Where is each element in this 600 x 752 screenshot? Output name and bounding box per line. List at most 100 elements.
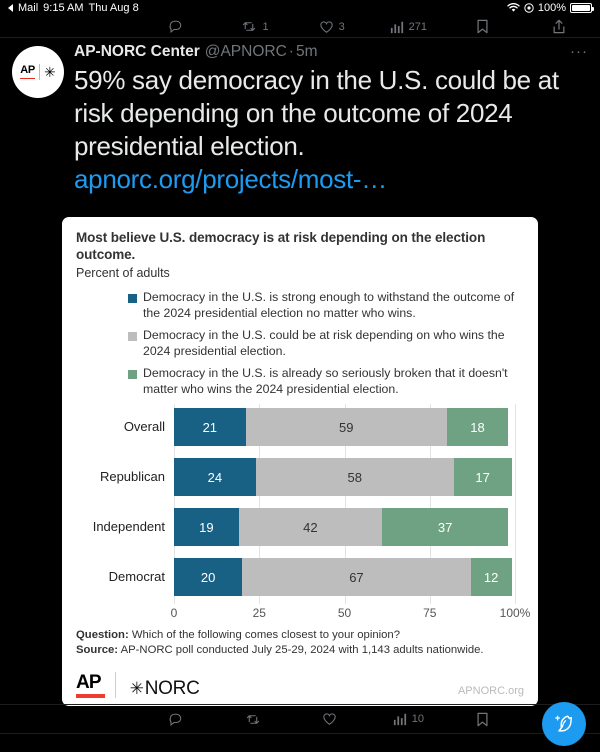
gridline [259,404,261,604]
reply-action-bottom[interactable] [140,712,217,727]
status-time: 9:15 AM [43,2,84,14]
apnorc-url-label: APNORC.org [457,685,524,697]
share-icon [553,19,565,34]
chart-bar-segment: 37 [382,508,509,546]
chart-bar-segment: 59 [245,408,447,446]
status-date: Thu Aug 8 [88,2,139,14]
back-app-label[interactable]: Mail [18,2,39,14]
top-engagement-bar: 1 3 271 [0,16,600,38]
compose-icon [555,715,573,732]
norc-star-icon: ✳ [43,64,56,80]
chart-gridlines [174,404,516,604]
chart-notes: Question: Which of the following comes c… [76,628,524,658]
x-axis-tick-label: 50 [337,606,352,620]
bottom-engagement-bar: 10 [0,704,600,734]
chart-category-label: Democrat [108,569,165,584]
retweet-action-bottom[interactable] [217,712,294,727]
reply-icon [169,713,182,726]
chart-bar-segment: 12 [470,558,512,596]
gridline [429,404,431,604]
tweet-handle[interactable]: @APNORC [204,43,287,60]
chart-bar-segment: 18 [446,408,509,446]
legend-item: Democracy in the U.S. could be at risk d… [128,328,524,359]
status-bar: Mail 9:15 AM Thu Aug 8 100% [0,0,600,16]
tweet-timestamp[interactable]: 5m [295,43,318,60]
avatar[interactable]: AP ✳ [12,46,64,98]
bookmark-action-top[interactable] [447,19,524,34]
chart-x-axis: 0 25 50 75 100% [170,606,531,624]
chart-title: Most believe U.S. democracy is at risk d… [76,230,486,262]
x-axis-tick-label: 75 [423,606,437,620]
chart-bar-rows: Overall 21 59 18 Republican 24 58 17 Independent… [93,404,515,604]
heart-icon [323,713,336,725]
question-text: Which of the following comes closest to … [128,629,400,641]
avatar-ap-text: AP [20,65,35,79]
tweet-display-name[interactable]: AP-NORC Center [74,43,200,60]
like-action-top[interactable]: 3 [293,20,370,34]
chart-category-label: Independent [92,519,165,534]
reply-action-top[interactable] [140,19,217,34]
chart-bar-row: Independent 19 42 37 [93,508,515,546]
legend-label: Democracy in the U.S. could be at risk d… [143,328,505,358]
like-action-bottom[interactable] [293,712,370,726]
logo-divider [114,672,116,698]
meta-separator: · [288,43,294,60]
source-label: Source: [76,644,119,656]
chart-card-footer: AP ✳ NORC APNORC.org [76,672,524,698]
reply-icon [169,20,182,33]
heart-icon [319,20,333,33]
legend-label: Democracy in the U.S. is strong enough t… [143,290,515,320]
bookmark-icon [477,19,488,34]
status-bar-left: Mail 9:15 AM Thu Aug 8 [8,2,139,14]
chart-question-line: Question: Which of the following comes c… [76,628,524,643]
chart-plot-area: Overall 21 59 18 Republican 24 58 17 Independent… [93,404,516,604]
back-arrow-icon[interactable] [8,4,13,12]
status-bar-right: 100% [507,2,594,14]
analytics-icon [393,713,406,726]
legend-item: Democracy in the U.S. is already so seri… [128,366,524,397]
retweet-icon [243,22,256,31]
x-axis-tick-label: 0 [170,606,178,620]
tweet-text-body: 59% say democracy in the U.S. could be a… [74,65,559,161]
legend-swatch [128,332,137,341]
gridline [344,404,346,604]
chart-bar-segment: 20 [174,558,243,596]
ap-logo: AP [76,673,105,698]
norc-logo-text: NORC [144,678,200,699]
views-action-top[interactable]: 271 [370,20,447,34]
battery-percent: 100% [537,2,566,14]
views-count-top: 271 [408,20,428,33]
tweet-link[interactable]: apnorc.org/projects/most-… [74,164,387,194]
chart-bar-row: Overall 21 59 18 [124,408,515,446]
x-axis-tick-label: 100% [499,606,531,620]
chart-card[interactable]: Most believe U.S. democracy is at risk d… [62,217,538,706]
wifi-icon [507,3,520,13]
bookmark-icon [477,712,488,726]
gridline [174,404,175,604]
chart-bar-segment: 67 [242,558,471,596]
x-axis-tick-label: 25 [252,606,266,620]
compose-tweet-button[interactable] [542,702,586,746]
legend-swatch [128,370,137,379]
chart-bar-segment: 21 [174,408,246,446]
chart-category-label: Overall [123,419,165,434]
norc-logo-star-icon: ✳ [129,679,144,698]
chart-source-line: Source: AP-NORC poll conducted July 25-2… [76,643,524,658]
like-count-top: 3 [338,20,345,33]
retweet-icon [246,714,259,724]
share-action-top[interactable] [523,19,600,34]
retweet-action-top[interactable]: 1 [217,19,294,34]
analytics-icon [390,21,403,33]
retweet-count-top: 1 [262,20,269,33]
chart-bar-segment: 42 [238,508,382,546]
tweet-body: AP-NORC Center @APNORC · 5m ··· 59% say … [74,42,588,196]
more-options-icon[interactable]: ··· [570,43,588,60]
chart-bar-segment: 19 [174,508,239,546]
legend-label: Democracy in the U.S. is already so seri… [143,366,508,396]
tweet-meta: AP-NORC Center @APNORC · 5m ··· [74,42,588,62]
bookmark-action-bottom[interactable] [447,712,524,727]
chart-bar-segment: 58 [255,458,454,496]
views-action-bottom[interactable]: 10 [370,712,447,726]
battery-icon [570,3,594,13]
